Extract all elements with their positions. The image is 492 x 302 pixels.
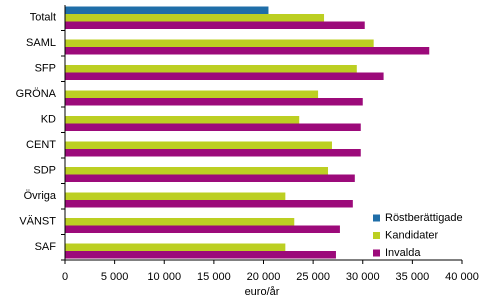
- bar: [65, 47, 430, 55]
- bar: [65, 174, 355, 182]
- bar: [65, 123, 361, 131]
- bar: [65, 90, 319, 98]
- x-tick-label: 0: [62, 271, 68, 283]
- x-tick-label: 20 000: [247, 271, 281, 283]
- y-tick-label: Övriga: [24, 190, 57, 202]
- x-tick-label: 25 000: [296, 271, 330, 283]
- bar: [65, 167, 329, 175]
- y-tick-label: SAML: [26, 37, 56, 49]
- bar: [65, 98, 363, 106]
- bar: [65, 243, 286, 251]
- bar: [65, 192, 286, 200]
- bar: [65, 116, 300, 124]
- bar: [65, 251, 336, 259]
- bar: [65, 14, 325, 22]
- bar: [65, 39, 374, 47]
- legend-swatch: [373, 214, 380, 222]
- y-tick-label: Totalt: [30, 12, 56, 24]
- legend-swatch: [373, 232, 380, 239]
- x-tick-label: 30 000: [346, 271, 380, 283]
- y-tick-label: SDP: [33, 165, 56, 177]
- x-tick-label: 5 000: [101, 271, 129, 283]
- y-tick-label: SFP: [35, 63, 56, 75]
- bar: [65, 218, 295, 226]
- bar: [65, 21, 365, 29]
- bar: [65, 6, 269, 14]
- bar: [65, 72, 384, 80]
- legend-label: Invalda: [385, 247, 421, 259]
- x-axis-label: euro/år: [245, 286, 280, 298]
- legend-label: Kandidater: [385, 229, 439, 241]
- legend-swatch: [373, 249, 380, 257]
- x-tick-label: 15 000: [197, 271, 231, 283]
- bar: [65, 149, 361, 157]
- bar: [65, 65, 357, 73]
- bar: [65, 200, 353, 208]
- x-tick-label: 10 000: [147, 271, 181, 283]
- bar: [65, 141, 332, 149]
- y-tick-label: KD: [41, 114, 56, 126]
- y-tick-label: GRÖNA: [16, 88, 57, 100]
- bar: [65, 225, 340, 233]
- x-tick-label: 35 000: [396, 271, 430, 283]
- legend-label: Röstberättigade: [385, 212, 463, 224]
- y-tick-label: SAF: [35, 241, 57, 253]
- x-tick-label: 40 000: [445, 271, 479, 283]
- y-tick-label: CENT: [26, 139, 56, 151]
- y-tick-label: VÄNST: [19, 216, 56, 228]
